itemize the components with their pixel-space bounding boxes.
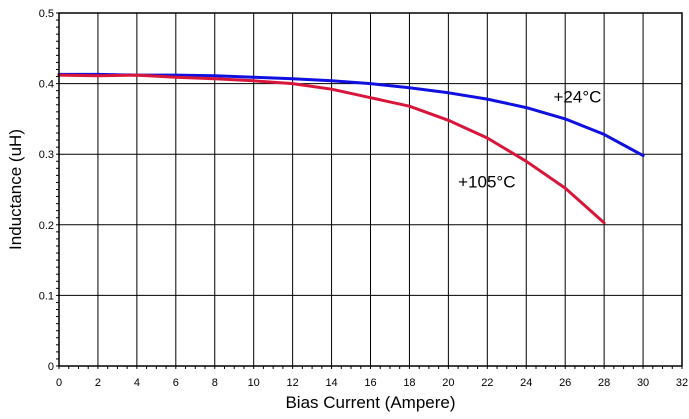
grid	[59, 13, 682, 366]
x-tick-label: 16	[364, 377, 376, 389]
y-tick-labels: 0 0.1 0.2 0.3 0.4 0.5	[39, 8, 54, 373]
x-tick-label: 24	[520, 377, 532, 389]
x-tick-label: 32	[676, 377, 688, 389]
y-tick-label: 0.5	[39, 8, 54, 20]
y-axis-title: Inductance (uH)	[6, 129, 25, 250]
x-axis-title: Bias Current (Ampere)	[285, 393, 455, 412]
x-tick-label: 20	[442, 377, 454, 389]
x-tick-label: 14	[325, 377, 337, 389]
y-tick-label: 0.3	[39, 149, 54, 161]
x-tick-label: 10	[248, 377, 260, 389]
curve-label: +105°C	[458, 172, 515, 191]
x-tick-label: 26	[559, 377, 571, 389]
series-line-0	[59, 74, 643, 155]
y-tick-label: 0	[48, 361, 54, 373]
x-tick-label: 4	[134, 377, 140, 389]
x-tick-label: 8	[212, 377, 218, 389]
minor-ticks	[56, 13, 682, 369]
x-tick-label: 30	[637, 377, 649, 389]
x-tick-label: 22	[481, 377, 493, 389]
curve-label: +24°C	[554, 88, 602, 107]
x-tick-label: 18	[403, 377, 415, 389]
x-tick-label: 0	[56, 377, 62, 389]
y-tick-label: 0.2	[39, 220, 54, 232]
x-tick-label: 2	[95, 377, 101, 389]
x-tick-label: 12	[287, 377, 299, 389]
y-tick-label: 0.4	[39, 79, 54, 91]
x-tick-label: 6	[173, 377, 179, 389]
annotations: +24°C +105°C	[458, 88, 601, 192]
y-tick-label: 0.1	[39, 290, 54, 302]
x-tick-label: 28	[598, 377, 610, 389]
